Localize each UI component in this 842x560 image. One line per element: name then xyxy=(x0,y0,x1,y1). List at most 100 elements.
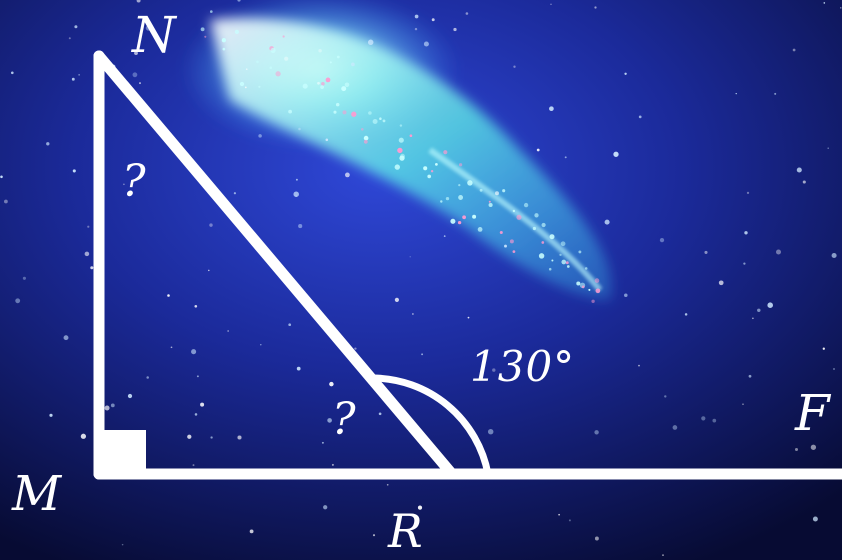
star xyxy=(191,349,197,355)
right-angle-marker xyxy=(104,430,146,472)
nebula-sparkle xyxy=(458,183,461,187)
nebula-sparkle xyxy=(256,60,259,64)
star xyxy=(638,115,642,119)
star xyxy=(196,375,199,378)
nebula-sparkle xyxy=(516,214,522,220)
nebula-sparkle xyxy=(351,111,357,117)
nebula-sparkle xyxy=(576,281,581,286)
nebula-sparkle xyxy=(467,180,473,186)
star xyxy=(63,335,69,341)
nebula-sparkle xyxy=(591,299,595,303)
nebula-sparkle xyxy=(325,77,331,83)
star xyxy=(331,463,334,466)
star xyxy=(594,430,599,435)
star xyxy=(684,313,688,316)
star xyxy=(796,167,802,173)
star xyxy=(284,56,289,61)
nebula-sparkle xyxy=(394,164,400,170)
star xyxy=(536,148,540,152)
nebula-sparkle xyxy=(458,195,464,200)
nebula-sparkle xyxy=(559,253,562,257)
star xyxy=(22,276,26,280)
star xyxy=(412,313,414,315)
star xyxy=(170,346,173,349)
star xyxy=(87,225,90,228)
star xyxy=(244,86,247,89)
star xyxy=(187,434,192,439)
star xyxy=(409,256,411,258)
star xyxy=(414,27,418,31)
star xyxy=(421,353,424,356)
star xyxy=(325,138,329,142)
star xyxy=(568,519,571,522)
star xyxy=(209,223,213,227)
star xyxy=(296,366,301,371)
star xyxy=(78,74,80,76)
star xyxy=(604,219,610,225)
nebula-sparkle xyxy=(372,119,378,124)
nebula-sparkle xyxy=(457,220,462,225)
star xyxy=(46,142,50,146)
star xyxy=(372,534,376,537)
star xyxy=(194,304,198,308)
star xyxy=(443,235,446,237)
star xyxy=(659,237,665,243)
nebula-sparkle xyxy=(379,117,382,120)
nebula-sparkle xyxy=(234,29,240,35)
star xyxy=(757,308,761,313)
star xyxy=(84,251,90,257)
nebula-sparkle xyxy=(462,215,466,220)
star xyxy=(208,269,210,272)
star xyxy=(378,412,382,416)
star xyxy=(295,178,298,181)
star xyxy=(146,376,149,379)
star xyxy=(298,224,303,229)
star xyxy=(492,368,496,372)
star xyxy=(594,536,599,541)
nebula-sparkle xyxy=(551,259,554,262)
nebula-sparkle xyxy=(382,119,386,123)
star xyxy=(417,505,423,510)
star xyxy=(327,418,332,423)
nebula-sparkle xyxy=(584,267,588,270)
star xyxy=(354,347,357,350)
star xyxy=(329,381,334,387)
nebula-sparkle xyxy=(258,85,261,88)
nebula-sparkle xyxy=(209,10,213,13)
star xyxy=(4,199,8,204)
nebula-sparkle xyxy=(204,35,207,38)
nebula-sparkle xyxy=(336,55,340,59)
nebula-sparkle xyxy=(409,134,413,138)
star xyxy=(15,298,21,304)
nebula-sparkle xyxy=(400,153,405,159)
star xyxy=(465,12,469,15)
nebula-sparkle xyxy=(560,241,566,247)
nebula-sparkle xyxy=(512,250,516,253)
angle-n-unknown-label: ? xyxy=(122,156,146,207)
nebula-comet xyxy=(180,0,612,301)
star xyxy=(317,81,320,85)
star xyxy=(662,554,664,556)
star xyxy=(624,72,627,75)
star xyxy=(258,134,262,138)
nebula-sparkle xyxy=(342,110,347,115)
star xyxy=(672,425,678,430)
nebula-sparkle xyxy=(488,202,493,208)
nebula-sparkle xyxy=(440,200,443,203)
nebula-sparkle xyxy=(472,214,477,219)
star xyxy=(774,92,777,95)
star xyxy=(323,505,328,510)
point-f-label: F xyxy=(795,384,830,442)
star xyxy=(367,39,374,46)
star xyxy=(10,71,14,75)
star xyxy=(827,147,829,149)
nebula-sparkle xyxy=(333,110,337,114)
star xyxy=(704,250,708,254)
star xyxy=(318,48,322,53)
nebula-sparkle xyxy=(532,226,537,231)
nebula-sparkle xyxy=(397,147,403,154)
nebula-sparkle xyxy=(222,47,226,51)
star xyxy=(748,374,752,378)
star xyxy=(792,48,796,52)
star xyxy=(718,280,724,286)
